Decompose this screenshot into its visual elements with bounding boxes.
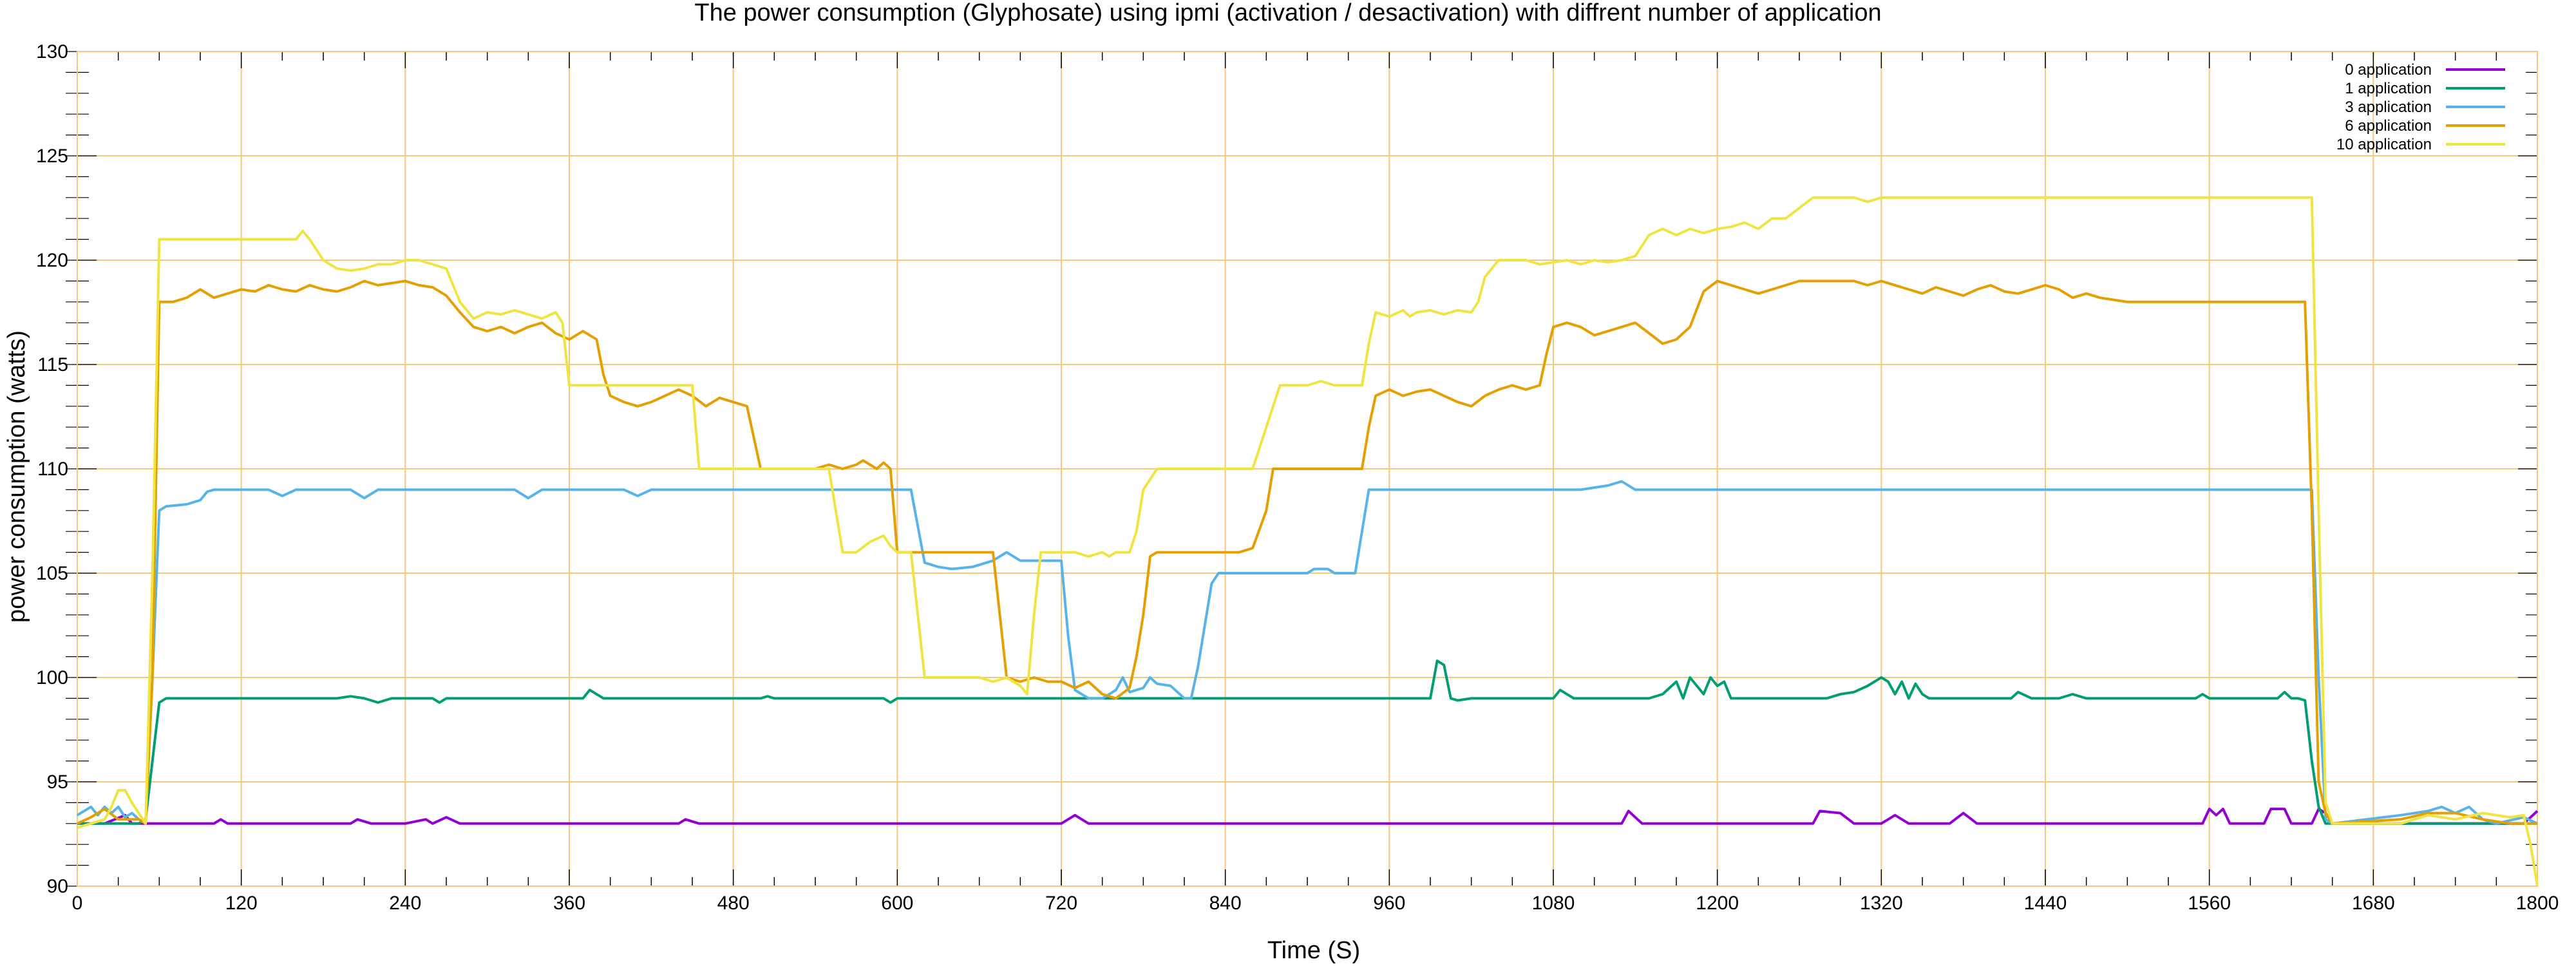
y-tick-label: 105 <box>36 563 68 584</box>
x-tick-label: 960 <box>1373 893 1405 914</box>
series-lines <box>76 196 2539 887</box>
x-axis-label: Time (S) <box>1267 937 1360 964</box>
plot-frame <box>77 51 2538 887</box>
series-line-6-application <box>77 279 2537 825</box>
x-tick-label: 1320 <box>1860 893 1903 914</box>
x-tick-label: 480 <box>717 893 750 914</box>
x-tick-label: 0 <box>72 893 83 914</box>
x-tick-label: 1080 <box>1532 893 1575 914</box>
x-tick-label: 840 <box>1209 893 1242 914</box>
series-line-3-application <box>76 480 2538 825</box>
legend-label-1-application: 1 application <box>2345 80 2432 97</box>
x-tick-label: 1440 <box>2024 893 2067 914</box>
x-tick-label: 720 <box>1045 893 1077 914</box>
series-line-0-application <box>77 808 2539 825</box>
x-tick-label: 1680 <box>2352 893 2395 914</box>
series-line-1-application <box>77 659 2537 825</box>
y-tick-label: 100 <box>36 667 68 688</box>
legend-label-6-application: 6 application <box>2345 117 2432 135</box>
x-tick-label: 1200 <box>1696 893 1739 914</box>
y-tick-label: 95 <box>47 772 68 793</box>
y-tick-label: 90 <box>47 876 68 897</box>
y-tick-label: 130 <box>36 41 68 62</box>
legend-label-0-application: 0 application <box>2345 61 2432 79</box>
x-tick-label: 600 <box>881 893 913 914</box>
y-tick-label: 125 <box>36 146 68 167</box>
chart-title: The power consumption (Glyphosate) using… <box>694 0 1881 26</box>
y-tick-label: 115 <box>37 354 68 375</box>
x-tick-label: 240 <box>389 893 421 914</box>
y-tick-label: 120 <box>36 250 68 271</box>
y-axis-label: power consumption (watts) <box>3 330 30 623</box>
legend-label-3-application: 3 application <box>2345 99 2432 116</box>
x-tick-label: 1800 <box>2516 893 2559 914</box>
legend-label-10-application: 10 application <box>2336 136 2432 153</box>
x-tick-label: 1560 <box>2188 893 2231 914</box>
x-tick-label: 120 <box>225 893 258 914</box>
y-tick-label: 110 <box>37 459 68 480</box>
series-line-10-application <box>77 196 2539 887</box>
tick-labels: 0 120 240 360 480 600 720 840 960 1080 1200 1320 144… <box>36 41 2559 914</box>
x-tick-label: 360 <box>553 893 585 914</box>
